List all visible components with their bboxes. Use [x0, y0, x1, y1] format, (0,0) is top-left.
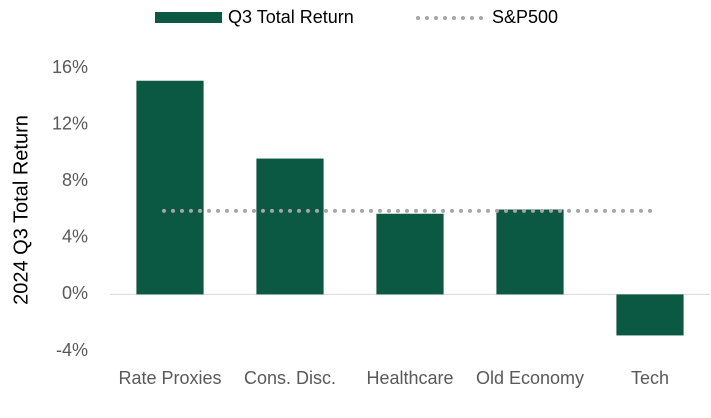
y-tick-label: 0% — [62, 283, 88, 303]
legend-label: S&P500 — [492, 7, 558, 27]
y-tick-label: 8% — [62, 170, 88, 190]
y-tick-label: 12% — [52, 113, 88, 133]
y-tick-label: 4% — [62, 227, 88, 247]
x-tick-label: Tech — [631, 368, 669, 388]
y-axis-label: 2024 Q3 Total Return — [10, 115, 32, 305]
x-tick-label: Rate Proxies — [118, 368, 221, 388]
bar — [616, 294, 684, 336]
bar — [496, 209, 564, 295]
x-tick-label: Cons. Disc. — [244, 368, 336, 388]
y-tick-label: -4% — [56, 340, 88, 360]
x-tick-label: Healthcare — [366, 368, 453, 388]
legend-label: Q3 Total Return — [228, 7, 354, 27]
x-tick-label: Old Economy — [476, 368, 584, 388]
legend-swatch — [155, 12, 222, 23]
y-tick-label: 16% — [52, 57, 88, 77]
bar — [136, 80, 204, 295]
bar — [256, 158, 324, 295]
bar — [376, 213, 444, 295]
